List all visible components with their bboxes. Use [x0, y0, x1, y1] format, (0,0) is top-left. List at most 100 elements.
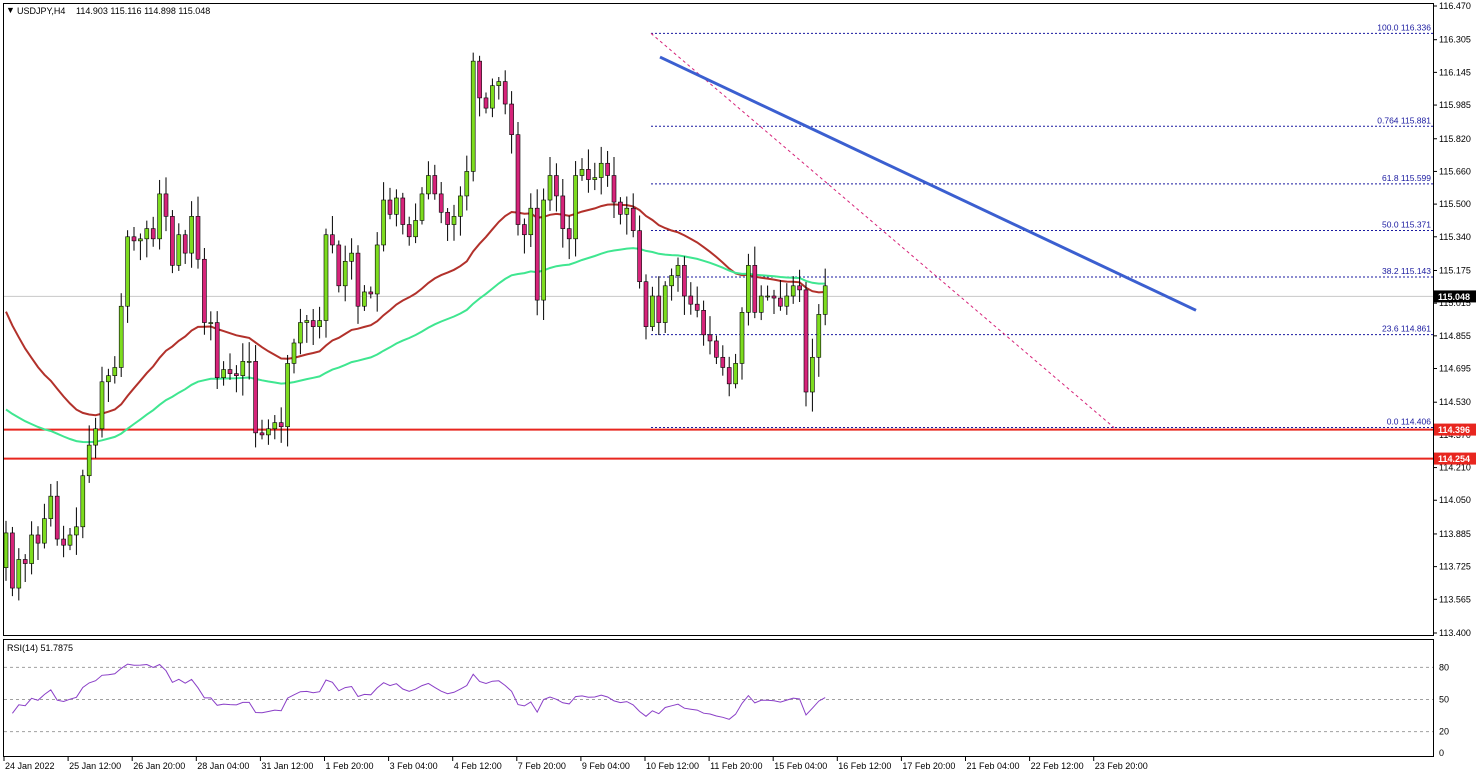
rsi-tick-label: 20 — [1439, 727, 1449, 737]
candle-body — [61, 538, 66, 546]
candle-body — [400, 197, 406, 225]
candle-body — [656, 295, 662, 323]
candle-body — [432, 175, 438, 195]
time-tick-label: 7 Feb 20:00 — [518, 761, 566, 771]
candle-body — [611, 175, 617, 203]
candle-body — [701, 310, 706, 336]
price-tick-label: 113.565 — [1439, 594, 1471, 604]
candles — [3, 52, 828, 601]
price-tick-label: 114.530 — [1439, 397, 1471, 407]
candle-body — [822, 285, 828, 315]
fib-level-label: 61.8 115.599 — [1382, 173, 1431, 183]
trendline-group[interactable] — [659, 55, 1197, 312]
candle-body — [138, 238, 143, 242]
time-tick-label: 16 Feb 12:00 — [838, 761, 891, 771]
candle-body — [746, 265, 751, 313]
candle-body — [74, 526, 79, 536]
time-tick-label: 25 Jan 12:00 — [69, 761, 121, 771]
candle-body — [310, 320, 316, 327]
fib-level-label: 50.0 115.371 — [1382, 219, 1431, 229]
candle-body — [445, 211, 450, 225]
candle-body — [67, 534, 73, 546]
candle-body — [272, 422, 278, 430]
time-tick-label: 28 Jan 04:00 — [197, 761, 249, 771]
moving-average-slow — [5, 203, 826, 417]
support-price-tag-label: 114.254 — [1438, 454, 1470, 464]
candle-body — [253, 361, 258, 434]
candle-body — [630, 207, 636, 231]
candle-body — [477, 60, 482, 99]
current-price-tag — [1434, 290, 1476, 303]
candle-body — [336, 244, 342, 287]
time-tick-label: 9 Feb 04:00 — [582, 761, 630, 771]
candle-body — [349, 252, 354, 262]
candle-body — [810, 356, 815, 393]
time-tick-label: 24 Jan 2022 — [5, 761, 55, 771]
candle-body — [304, 320, 310, 323]
candle-body — [285, 363, 290, 428]
time-tick-label: 1 Feb 20:00 — [326, 761, 374, 771]
time-tick-label: 10 Feb 12:00 — [646, 761, 699, 771]
candle-body — [682, 265, 687, 297]
fib-level-label: 0.764 115.881 — [1377, 115, 1431, 125]
candle-body — [784, 295, 790, 307]
candle-body — [714, 340, 719, 358]
symbol-menu-icon[interactable]: ▼ — [6, 5, 15, 15]
candle-body — [816, 314, 822, 358]
candle-body — [694, 303, 700, 311]
candle-body — [170, 216, 175, 266]
candle-body — [554, 175, 559, 197]
candle-body — [355, 252, 361, 307]
candle-body — [483, 97, 489, 109]
price-tick-label: 115.985 — [1439, 100, 1471, 110]
candle-body — [86, 444, 92, 477]
price-tick-label: 115.820 — [1439, 134, 1471, 144]
candle-body — [214, 322, 220, 379]
rsi-indicator: 80 50 20 0 — [4, 662, 1449, 758]
price-axis: 116.470 116.305 116.145 115.985 115.820 115.6… — [1433, 1, 1471, 638]
price-pane[interactable] — [3, 3, 1434, 636]
candle-body — [118, 305, 124, 368]
time-tick-label: 15 Feb 04:00 — [774, 761, 827, 771]
candle-body — [22, 559, 28, 564]
rsi-tick-label: 80 — [1439, 662, 1449, 672]
candle-body — [35, 534, 41, 544]
candle-body — [765, 295, 770, 298]
candle-body — [778, 297, 783, 307]
rsi-pane[interactable] — [3, 639, 1434, 757]
candle-body — [797, 285, 802, 291]
candle-body — [739, 312, 745, 364]
time-tick-label: 26 Jan 20:00 — [133, 761, 185, 771]
candle-body — [189, 216, 194, 254]
candle-body — [573, 175, 578, 240]
candle-body — [208, 322, 214, 324]
time-tick-label: 11 Feb 20:00 — [710, 761, 762, 771]
candle-body — [10, 532, 15, 589]
fibonacci-levels: 100.0 116.336 0.764 115.881 61.8 115.599 50… — [650, 22, 1433, 429]
candle-body — [624, 207, 630, 215]
price-tick-label: 114.210 — [1439, 463, 1471, 473]
candle-body — [150, 228, 156, 240]
fib-diagonal — [650, 32, 1115, 428]
time-tick-label: 31 Jan 12:00 — [261, 761, 313, 771]
candle-body — [534, 207, 540, 301]
price-tick-label: 114.695 — [1439, 364, 1471, 374]
candle-body — [426, 175, 431, 195]
candle-body — [259, 432, 265, 436]
candle-body — [342, 260, 348, 287]
candle-body — [406, 224, 412, 238]
candle-body — [381, 199, 386, 246]
candle-body — [16, 559, 22, 589]
moving-average-fast — [5, 247, 826, 444]
price-tick-label: 116.145 — [1439, 67, 1471, 77]
candle-body — [720, 356, 726, 368]
support-lines — [4, 428, 1433, 460]
candle-body — [3, 532, 9, 568]
candle-body — [451, 216, 457, 225]
candle-body — [42, 518, 47, 544]
candle-body — [29, 534, 34, 564]
rsi-tick-label: 50 — [1439, 695, 1449, 705]
support-price-tag-label: 114.396 — [1438, 425, 1470, 435]
candle-body — [458, 195, 463, 217]
